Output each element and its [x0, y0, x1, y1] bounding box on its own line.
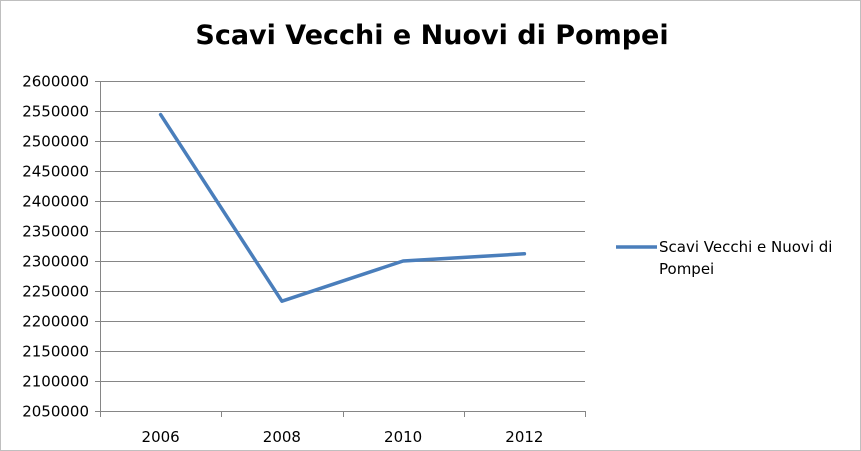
y-tick-label: 2450000	[22, 163, 89, 181]
x-tick-label: 2012	[505, 428, 543, 446]
x-tick-label: 2006	[142, 428, 180, 446]
x-tick-labels: 2006 2008 2010 2012	[142, 428, 544, 446]
y-tick-label: 2100000	[22, 373, 89, 391]
y-tick-label: 2200000	[22, 313, 89, 331]
legend: Scavi Vecchi e Nuovi di Pompei	[616, 238, 832, 278]
x-tick-label: 2010	[384, 428, 422, 446]
y-tick-label: 2150000	[22, 343, 89, 361]
series-line	[158, 112, 527, 303]
y-tick-label: 2300000	[22, 253, 89, 271]
series-lines	[158, 112, 527, 303]
axes	[95, 81, 586, 417]
chart-title: Scavi Vecchi e Nuovi di Pompei	[195, 20, 668, 51]
y-tick-label: 2050000	[22, 403, 89, 421]
y-tick-label: 2500000	[22, 133, 89, 151]
legend-label: Scavi Vecchi e Nuovi di	[659, 238, 832, 256]
x-tick-label: 2008	[263, 428, 301, 446]
y-tick-label: 2550000	[22, 103, 89, 121]
y-tick-label: 2350000	[22, 223, 89, 241]
y-tick-label: 2400000	[22, 193, 89, 211]
y-tick-label: 2250000	[22, 283, 89, 301]
y-tick-labels: 2600000 2550000 2500000 2450000 2400000 23500…	[22, 73, 89, 421]
gridlines	[100, 81, 585, 382]
y-tick-label: 2600000	[22, 73, 89, 91]
legend-label: Pompei	[659, 260, 714, 278]
